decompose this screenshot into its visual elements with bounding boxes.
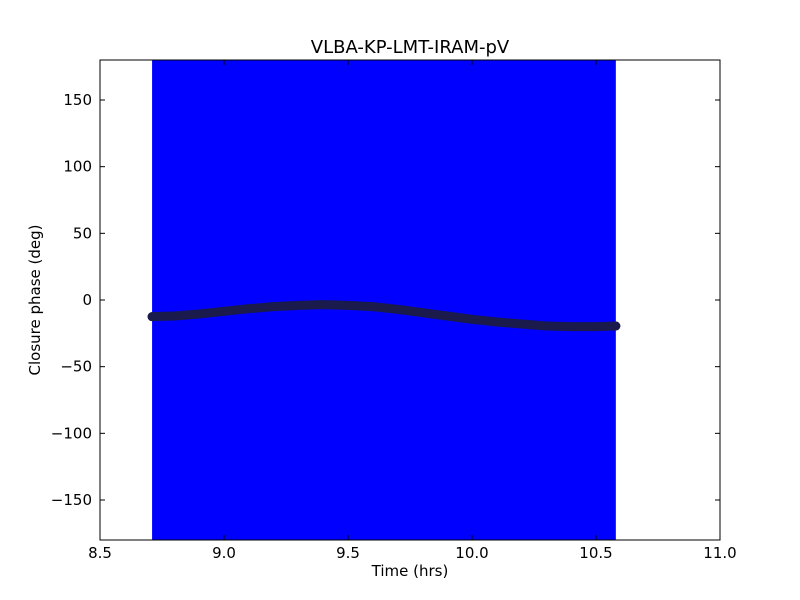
- data-point: [269, 302, 279, 312]
- x-axis-label: Time (hrs): [371, 562, 449, 580]
- data-point: [541, 321, 551, 331]
- data-point: [244, 304, 254, 314]
- data-point: [147, 312, 157, 322]
- y-tick-label: 100: [63, 158, 92, 176]
- data-point: [442, 311, 452, 321]
- data-point: [368, 302, 378, 312]
- y-tick-label: 0: [82, 291, 92, 309]
- data-point: [293, 300, 303, 310]
- x-tick-label: 10.0: [455, 544, 488, 562]
- data-point: [611, 321, 621, 331]
- y-tick-label: 50: [73, 224, 92, 242]
- data-point: [393, 304, 403, 314]
- data-point: [169, 311, 179, 321]
- data-point: [467, 314, 477, 324]
- y-tick-label: −50: [60, 358, 92, 376]
- data-point: [492, 317, 502, 327]
- data-point: [194, 309, 204, 319]
- plot-frame: [99, 59, 721, 541]
- x-tick-label: 11.0: [703, 544, 736, 562]
- x-tick-label: 9.5: [336, 544, 360, 562]
- data-point: [417, 308, 427, 318]
- data-point: [566, 322, 576, 332]
- shaded-span: [152, 60, 616, 540]
- y-tick-label: −100: [51, 424, 92, 442]
- x-tick-label: 9.0: [212, 544, 236, 562]
- data-point: [318, 300, 328, 310]
- data-point: [219, 306, 229, 316]
- y-axis-label: Closure phase (deg): [26, 225, 44, 376]
- data-point: [343, 300, 353, 310]
- y-tick-label: 150: [63, 91, 92, 109]
- data-point: [591, 322, 601, 332]
- y-tick-label: −150: [51, 491, 92, 509]
- x-tick-label: 8.5: [88, 544, 112, 562]
- x-tick-label: 10.5: [579, 544, 612, 562]
- data-point: [517, 319, 527, 329]
- chart-title: VLBA-KP-LMT-IRAM-pV: [311, 37, 510, 58]
